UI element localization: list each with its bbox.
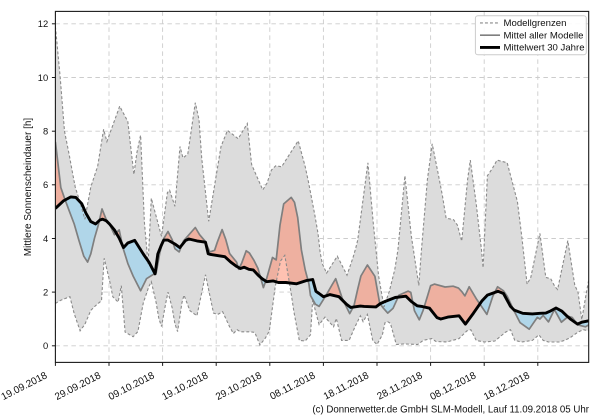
svg-text:12: 12	[38, 18, 48, 29]
svg-text:2: 2	[43, 286, 48, 297]
svg-text:6: 6	[43, 179, 48, 190]
svg-text:(c) Donnerwetter.de GmbH SLM-M: (c) Donnerwetter.de GmbH SLM-Modell, Lau…	[312, 405, 589, 416]
svg-text:Modellgrenzen: Modellgrenzen	[504, 18, 567, 29]
svg-text:Mittel aller Modelle: Mittel aller Modelle	[504, 31, 584, 42]
svg-text:Mittlere Sonnenscheindauer [h]: Mittlere Sonnenscheindauer [h]	[23, 118, 34, 257]
svg-text:4: 4	[43, 233, 48, 244]
svg-text:8: 8	[43, 126, 48, 137]
svg-text:0: 0	[43, 340, 48, 351]
svg-text:Mittelwert 30 Jahre: Mittelwert 30 Jahre	[504, 43, 585, 54]
svg-text:10: 10	[38, 72, 48, 83]
